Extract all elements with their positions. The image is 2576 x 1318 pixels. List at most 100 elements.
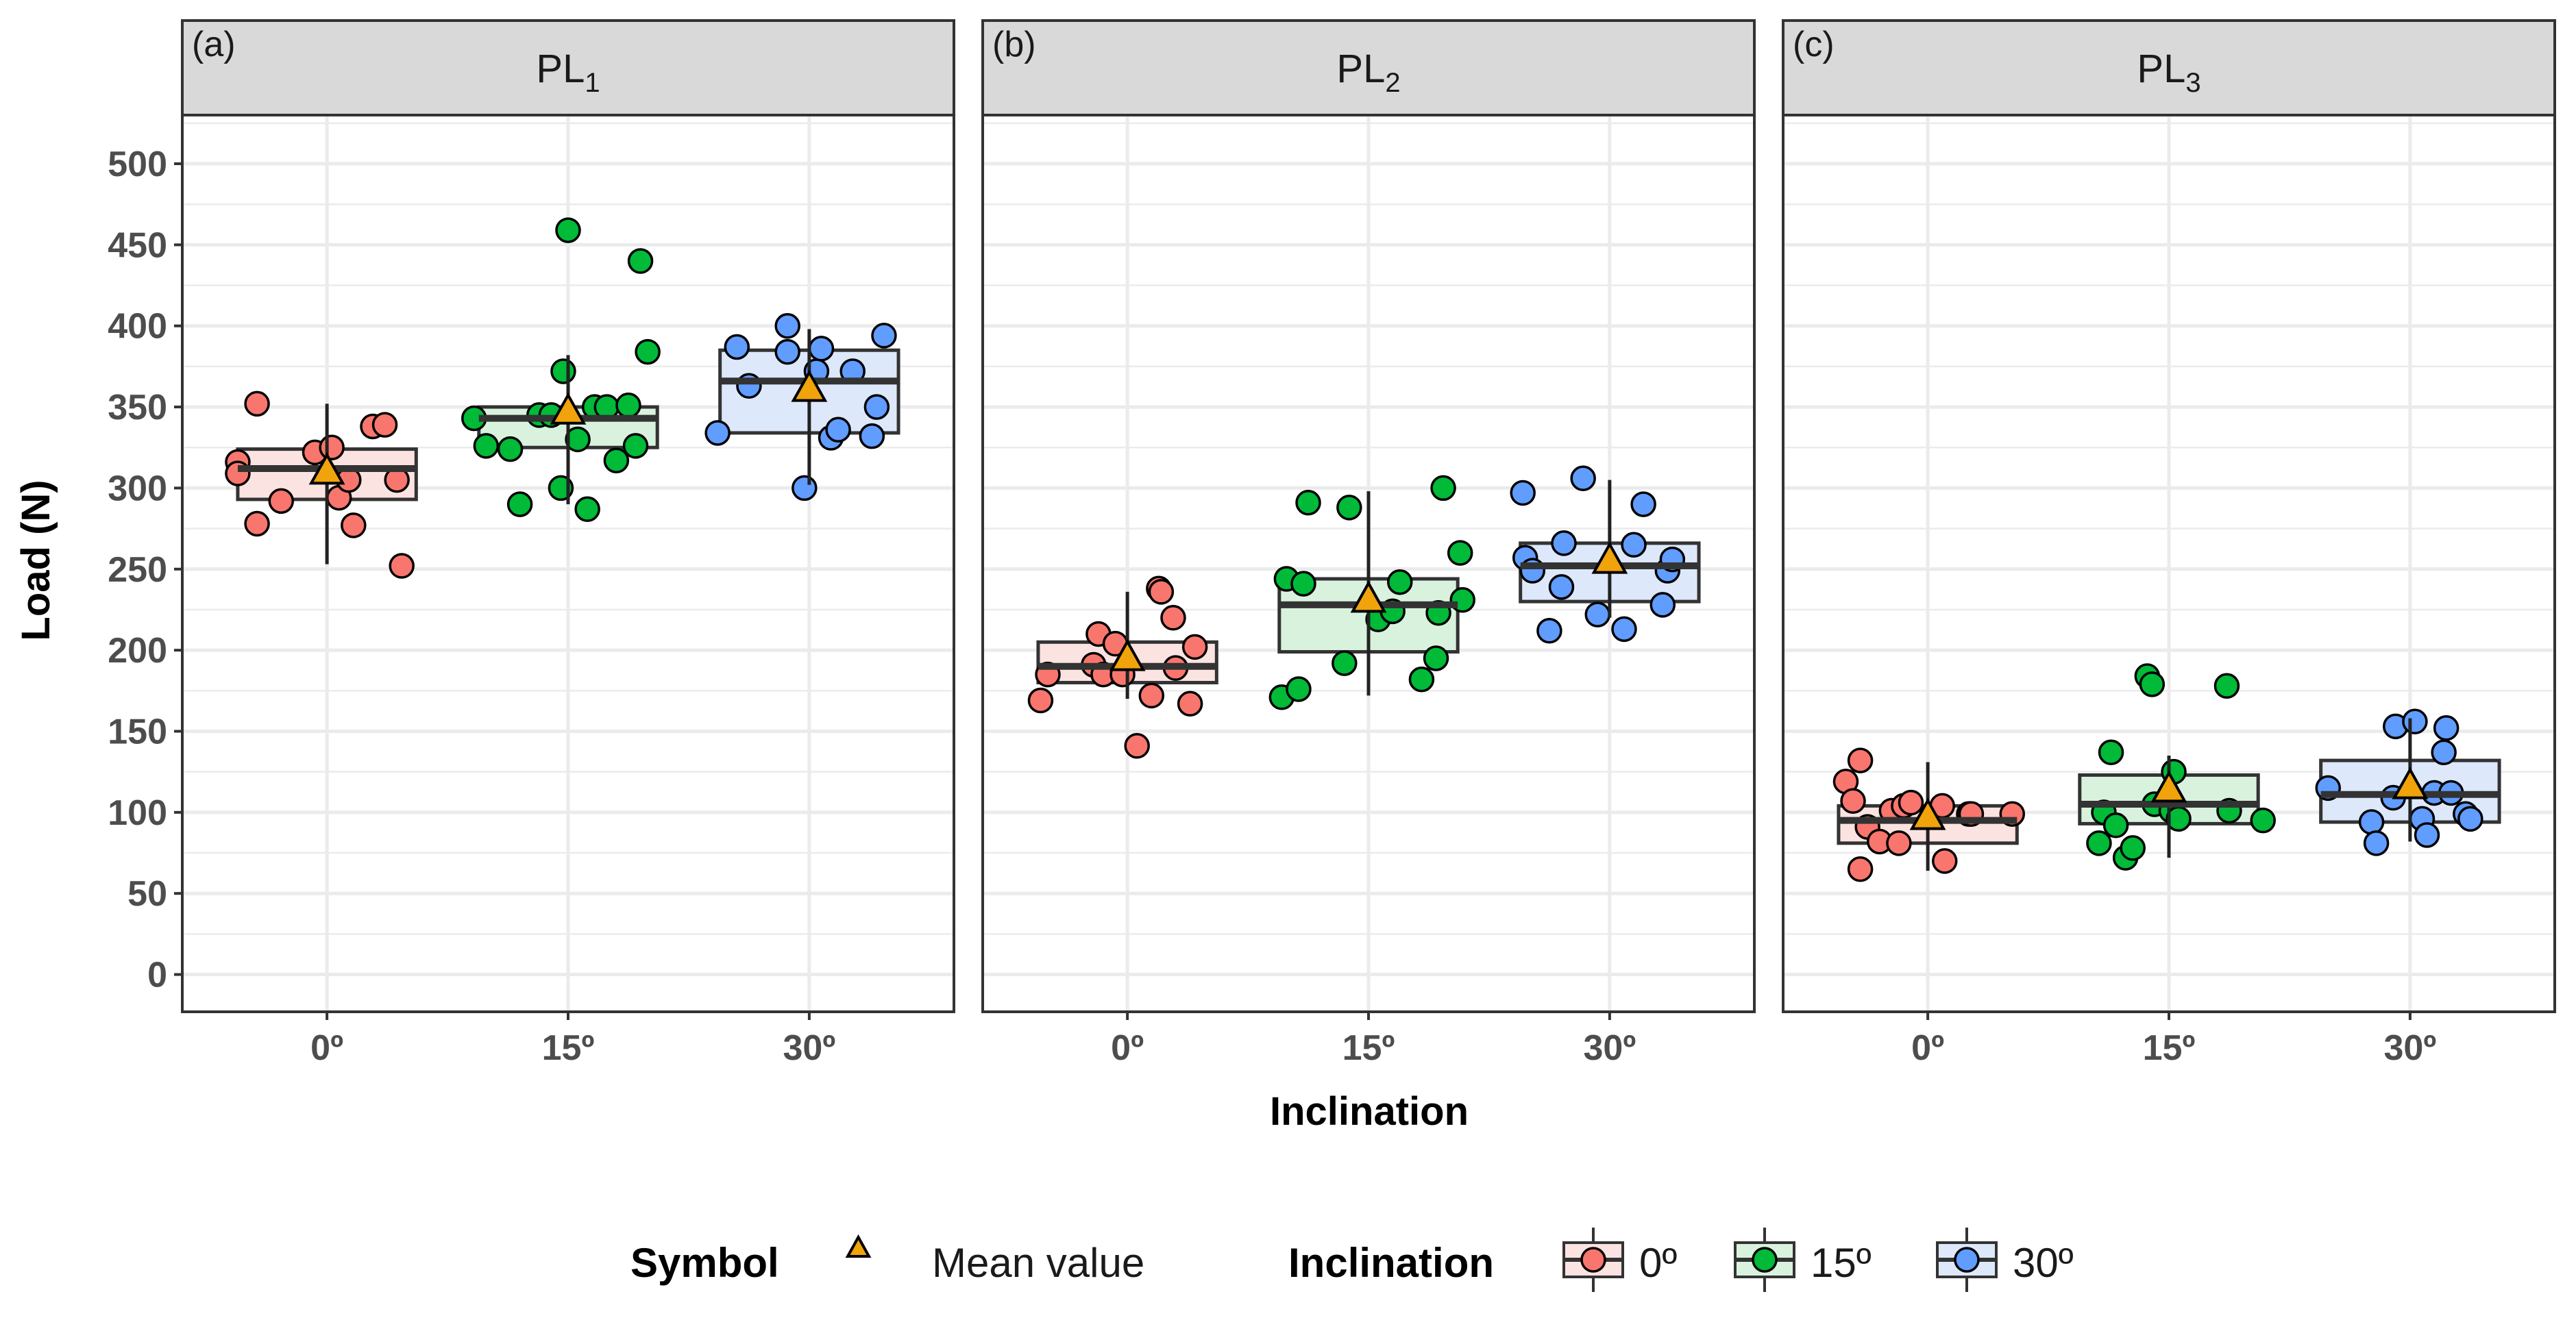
panel-strip [181,19,955,116]
data-point [808,336,835,362]
axes-layer: Load (N) Inclination 0 50 100 150 200 250 300 3… [14,145,1469,1134]
data-point [497,436,524,462]
data-point [1138,682,1165,709]
panel-title-main: PL [2137,47,2185,91]
data-point [1898,789,1924,816]
panel-strip [981,19,1756,116]
data-point [1124,733,1150,759]
data-point [341,512,367,538]
data-point [859,423,885,449]
y-tick-label: 300 [108,469,167,508]
x-tick-label: 0º [1911,1028,1944,1068]
data-point [2139,671,2166,697]
data-point [1290,571,1316,597]
group-30º: 30º [1510,465,1701,1068]
data-point [603,447,630,473]
y-axis-title: Load (N) [14,480,58,641]
data-point [863,394,890,420]
data-point [1584,601,1611,627]
data-point [1630,491,1656,517]
mean-marker [1591,541,1628,574]
data-point [2213,673,2240,699]
panel-title: PL2 [1336,47,1400,98]
panel-tag: (c) [1793,25,1835,64]
x-tick-label: 15º [2143,1028,2196,1068]
data-point [2402,708,2428,735]
data-point [792,475,818,501]
legend-keys: 0º 15º 30º [1562,1228,2074,1292]
data-point [825,416,851,443]
x-tick-label: 15º [542,1028,595,1068]
x-tick-label: 30º [783,1028,835,1068]
data-point [635,338,661,365]
data-point [724,334,750,360]
data-point [2358,809,2385,835]
data-point [1408,666,1435,693]
legend-key-point [1580,1247,1606,1273]
x-tick-label: 30º [1583,1028,1636,1068]
mean-marker [2150,770,2187,803]
legend: Symbol Mean value Inclination 0º 15º 30º [630,1228,2074,1292]
data-point [1611,616,1637,643]
data-point [244,390,270,417]
data-point [1148,579,1175,605]
group-15º: 15º [2078,663,2276,1068]
mean-marker [308,452,345,485]
panel-tag: (b) [992,25,1036,64]
data-point [2457,806,2483,832]
y-tick-label: 400 [108,307,167,347]
data-point [1160,605,1186,631]
data-point [1621,532,1647,558]
panel-title-subscript: 3 [2185,68,2200,98]
mean-marker [1909,797,1946,830]
data-point [1847,856,1874,882]
mean-marker [1350,580,1387,613]
y-tick-label: 0 [147,956,167,995]
data-point [244,510,270,537]
data-point [268,488,295,514]
group-15º: 15º [1268,475,1475,1068]
data-point [2250,807,2276,834]
data-point [1840,788,1866,815]
data-point [1332,650,1358,676]
legend-mean-marker [845,1234,872,1258]
legend-key-30º: 30º [1936,1228,2074,1292]
data-point [574,496,600,522]
legend-inclination-title: Inclination [1288,1240,1494,1286]
y-tick-label: 350 [108,388,167,427]
data-point [1336,495,1362,521]
x-tick-label: 0º [310,1028,343,1068]
x-axis-title: Inclination [1270,1089,1469,1134]
data-point [1932,848,1958,874]
data-point [1447,540,1473,566]
data-point [1649,592,1676,618]
y-tick-label: 150 [108,712,167,751]
y-axis: 0 50 100 150 200 250 300 350 400 450 500 [108,145,182,995]
data-point [774,338,800,365]
legend-key-0º: 0º [1562,1228,1677,1292]
data-point [565,426,591,453]
data-point [1847,747,1874,773]
mean-marker [550,392,587,425]
y-tick-label: 100 [108,793,167,833]
data-point [371,412,398,438]
x-tick-label: 15º [1342,1028,1395,1068]
mean-marker [2392,767,2429,799]
data-point [1386,569,1413,595]
panel-border [181,114,955,1013]
data-point [704,420,731,446]
x-tick-label: 0º [1111,1028,1144,1068]
data-point [2414,822,2440,848]
panel-title-main: PL [536,47,585,91]
data-point [1548,574,1575,600]
gridlines [1783,115,2555,1012]
data-point [555,217,581,243]
data-point [319,434,345,461]
data-point [774,312,800,339]
data-point [2102,812,2129,838]
group-30º: 30º [2315,708,2501,1068]
data-point [622,433,649,459]
